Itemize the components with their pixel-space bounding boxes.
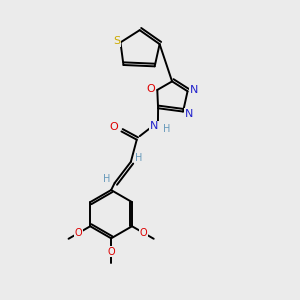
Text: H: H (103, 174, 111, 184)
Text: N: N (185, 109, 194, 118)
Text: O: O (110, 122, 118, 132)
Text: H: H (163, 124, 170, 134)
Text: S: S (113, 36, 121, 46)
Text: H: H (135, 153, 143, 163)
Text: N: N (190, 85, 198, 95)
Text: O: O (75, 228, 82, 238)
Text: O: O (107, 247, 115, 256)
Text: O: O (146, 84, 155, 94)
Text: O: O (140, 228, 147, 238)
Text: N: N (150, 122, 159, 131)
